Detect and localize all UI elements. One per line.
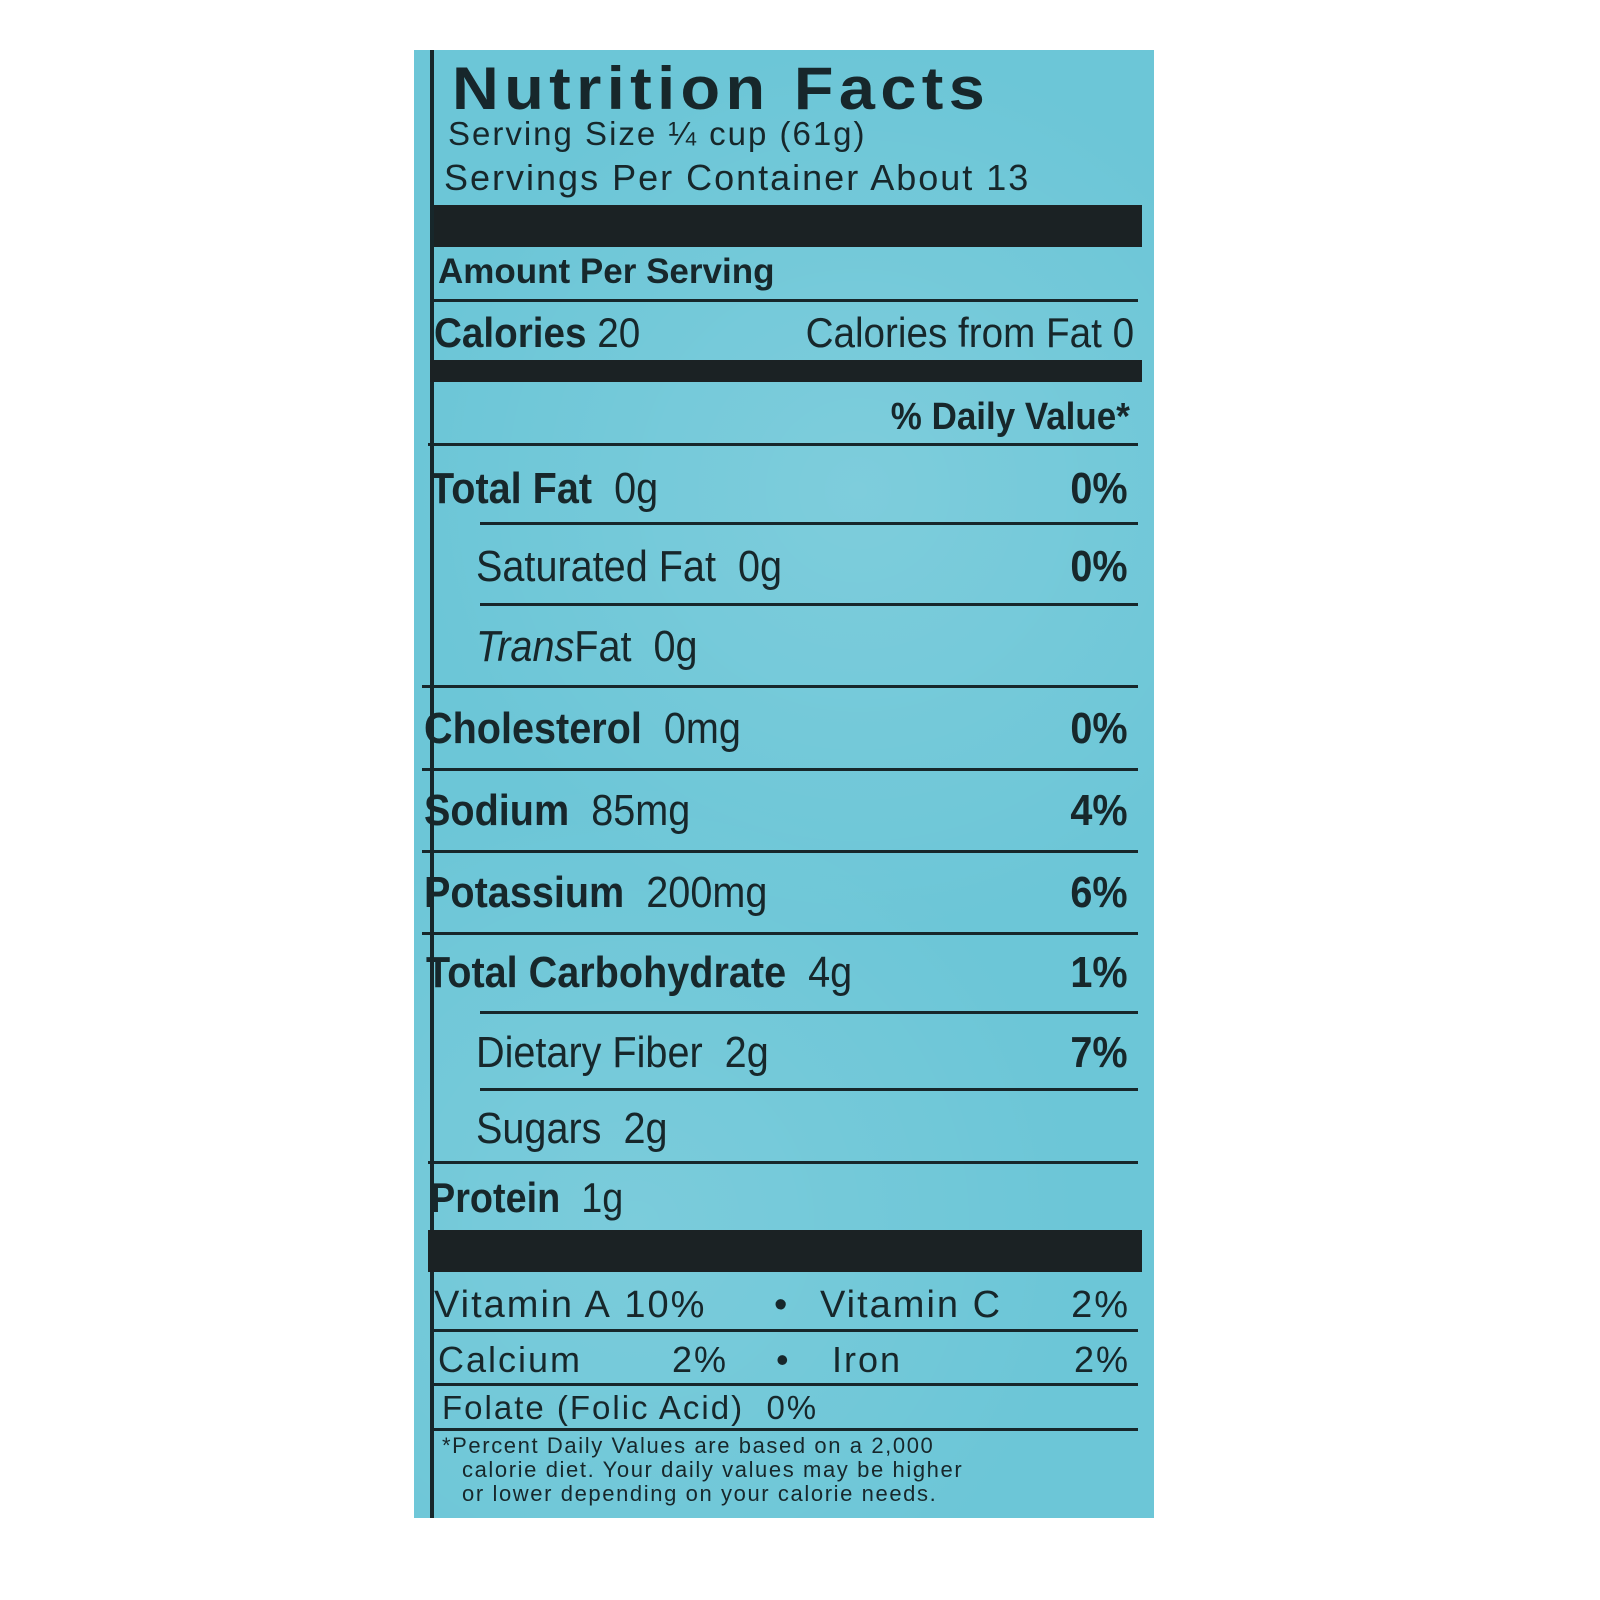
divider [434, 299, 1138, 302]
footnote-line-1: *Percent Daily Values are based on a 2,0… [442, 1433, 935, 1458]
folate: Folate (Folic Acid) 0% [442, 1389, 819, 1426]
dv-sodium: 4% [1070, 786, 1128, 835]
dv-vitamin-c: 2% [1071, 1284, 1130, 1326]
calories-row: Calories 20 [434, 310, 640, 356]
title: Nutrition Facts [452, 55, 991, 122]
dv-total-carbohydrate: 1% [1070, 948, 1128, 997]
bullet: • [776, 1339, 789, 1380]
divider [480, 1088, 1138, 1091]
divider [432, 1329, 1138, 1332]
serving-size: Serving Size ¼ cup (61g) [448, 115, 867, 152]
dv-potassium: 6% [1070, 868, 1128, 917]
calories-label: Calories [434, 309, 587, 356]
nutrient-row-saturated-fat: Saturated Fat 0g [476, 542, 783, 591]
nutrient-row-cholesterol: Cholesterol 0mg [424, 704, 741, 753]
divider [428, 443, 1138, 446]
divider [480, 1011, 1138, 1014]
dv-calcium: 2% [672, 1339, 729, 1380]
divider [422, 768, 1138, 771]
dv-saturated-fat: 0% [1070, 542, 1128, 591]
nutrition-facts-label: Nutrition Facts Serving Size ¼ cup (61g)… [414, 50, 1154, 1518]
calcium: Calcium [438, 1339, 583, 1380]
divider [480, 522, 1138, 525]
dv-cholesterol: 0% [1070, 704, 1128, 753]
daily-value-header: % Daily Value* [890, 396, 1130, 438]
bullet: • [774, 1284, 788, 1326]
iron: Iron [832, 1339, 903, 1380]
divider [422, 685, 1138, 688]
nutrient-row-total-carbohydrate: Total Carbohydrate 4g [426, 948, 853, 997]
vitamin-a: Vitamin A 10% [434, 1284, 707, 1326]
divider-thick [434, 205, 1142, 247]
divider [422, 850, 1138, 853]
calories-from-fat: Calories from Fat 0 [805, 309, 1134, 356]
divider [432, 1428, 1138, 1431]
servings-per-container: Servings Per Container About 13 [444, 157, 1031, 198]
divider [480, 603, 1138, 606]
divider-medium [430, 360, 1142, 382]
divider [432, 1383, 1138, 1386]
nutrient-row-sugars: Sugars 2g [476, 1104, 668, 1153]
divider [422, 932, 1138, 935]
calories-value: 20 [597, 309, 641, 356]
dv-dietary-fiber: 7% [1070, 1028, 1128, 1077]
amount-per-serving: Amount Per Serving [438, 252, 775, 291]
vitamin-c: Vitamin C [820, 1284, 1003, 1326]
divider-thick [428, 1230, 1142, 1272]
dv-iron: 2% [1073, 1339, 1130, 1380]
nutrient-row-dietary-fiber: Dietary Fiber 2g [476, 1028, 769, 1077]
nutrient-row-sodium: Sodium 85mg [424, 786, 691, 835]
nutrient-row-trans-fat: Trans Fat 0g [476, 622, 698, 671]
divider [428, 1161, 1138, 1164]
nutrient-row-total-fat: Total Fat 0g [430, 464, 659, 513]
footnote-line-2: calorie diet. Your daily values may be h… [462, 1457, 964, 1482]
dv-total-fat: 0% [1070, 464, 1128, 513]
border [430, 50, 434, 1518]
nutrient-row-protein: Protein 1g [430, 1174, 624, 1221]
nutrient-row-potassium: Potassium 200mg [424, 868, 768, 917]
footnote-line-3: or lower depending on your calorie needs… [462, 1481, 938, 1506]
